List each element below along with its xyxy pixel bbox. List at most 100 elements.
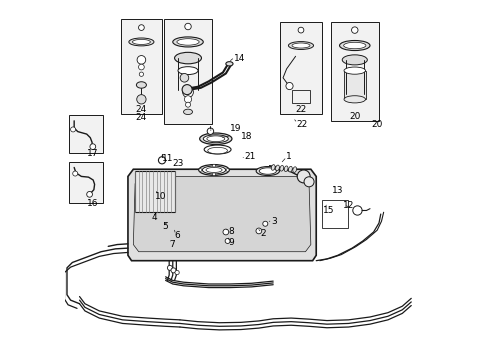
Ellipse shape — [288, 166, 292, 172]
Circle shape — [304, 177, 313, 187]
Text: 22: 22 — [295, 105, 306, 114]
Circle shape — [212, 164, 215, 167]
Text: 5: 5 — [162, 222, 167, 231]
Circle shape — [70, 127, 76, 132]
Ellipse shape — [339, 41, 369, 50]
Ellipse shape — [343, 42, 365, 49]
Bar — [291, 90, 309, 103]
Ellipse shape — [203, 145, 230, 154]
Ellipse shape — [202, 166, 225, 174]
Ellipse shape — [132, 40, 150, 44]
Ellipse shape — [207, 147, 227, 154]
Text: 20: 20 — [371, 120, 383, 129]
Text: 24: 24 — [136, 105, 147, 114]
Circle shape — [180, 73, 188, 82]
Ellipse shape — [256, 167, 279, 176]
Circle shape — [297, 170, 309, 183]
Ellipse shape — [136, 82, 146, 88]
Bar — [121, 19, 162, 114]
Text: 23: 23 — [172, 159, 184, 168]
Bar — [163, 19, 212, 125]
Ellipse shape — [177, 39, 199, 45]
Ellipse shape — [205, 167, 222, 172]
Circle shape — [352, 206, 362, 215]
Circle shape — [255, 228, 261, 234]
Bar — [135, 171, 174, 212]
Ellipse shape — [288, 41, 313, 49]
Circle shape — [139, 72, 143, 76]
Text: 6: 6 — [174, 231, 180, 240]
Circle shape — [137, 95, 146, 104]
Circle shape — [171, 268, 176, 273]
Text: 16: 16 — [86, 199, 98, 208]
Ellipse shape — [259, 168, 276, 174]
Text: 11: 11 — [162, 154, 173, 163]
Text: 1: 1 — [285, 152, 291, 161]
Circle shape — [262, 221, 267, 226]
Polygon shape — [133, 176, 310, 252]
Circle shape — [158, 157, 165, 164]
Ellipse shape — [178, 67, 198, 75]
Circle shape — [138, 25, 144, 31]
Text: 22: 22 — [296, 120, 307, 129]
Ellipse shape — [199, 133, 231, 144]
Text: 20: 20 — [348, 112, 360, 121]
Bar — [330, 22, 378, 121]
Circle shape — [212, 173, 215, 176]
Circle shape — [285, 82, 292, 90]
Bar — [69, 162, 102, 203]
Circle shape — [226, 168, 228, 171]
Ellipse shape — [172, 37, 203, 47]
Text: 21: 21 — [244, 152, 255, 161]
Ellipse shape — [291, 43, 309, 48]
Text: 10: 10 — [155, 192, 166, 201]
Circle shape — [207, 128, 213, 134]
Circle shape — [184, 96, 191, 103]
Bar — [69, 116, 102, 153]
Circle shape — [298, 27, 303, 33]
Ellipse shape — [279, 166, 283, 171]
Text: 9: 9 — [228, 238, 234, 247]
Circle shape — [224, 238, 230, 243]
Text: 17: 17 — [86, 149, 98, 158]
Ellipse shape — [128, 38, 154, 46]
Ellipse shape — [225, 62, 233, 66]
Circle shape — [167, 265, 172, 270]
Circle shape — [182, 87, 193, 98]
Text: 19: 19 — [230, 123, 241, 132]
Text: 15: 15 — [323, 206, 334, 215]
Text: 8: 8 — [228, 228, 234, 237]
Text: 3: 3 — [271, 217, 277, 226]
Ellipse shape — [203, 135, 228, 143]
Ellipse shape — [284, 166, 287, 172]
Ellipse shape — [183, 109, 192, 114]
Circle shape — [182, 85, 192, 95]
Ellipse shape — [271, 165, 275, 170]
Circle shape — [175, 270, 179, 275]
Ellipse shape — [292, 167, 296, 172]
Ellipse shape — [344, 96, 365, 103]
Circle shape — [184, 23, 191, 30]
Ellipse shape — [206, 136, 224, 141]
Text: 18: 18 — [241, 132, 252, 141]
Text: 7: 7 — [169, 240, 175, 249]
Circle shape — [137, 55, 145, 64]
Polygon shape — [128, 169, 316, 261]
Circle shape — [90, 144, 96, 149]
Text: 14: 14 — [233, 54, 244, 63]
Circle shape — [223, 229, 228, 235]
Circle shape — [351, 27, 357, 33]
Circle shape — [185, 102, 190, 107]
Ellipse shape — [275, 165, 279, 171]
Bar — [280, 22, 321, 114]
Circle shape — [138, 64, 144, 70]
Circle shape — [199, 168, 202, 171]
Bar — [321, 200, 348, 228]
Ellipse shape — [174, 52, 201, 64]
Text: 4: 4 — [151, 213, 157, 222]
Ellipse shape — [342, 55, 366, 65]
Circle shape — [86, 192, 92, 197]
Text: 12: 12 — [343, 201, 354, 210]
Circle shape — [73, 171, 78, 176]
Text: 13: 13 — [332, 186, 343, 195]
